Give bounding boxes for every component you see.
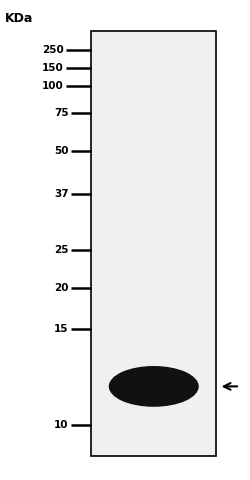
Text: 75: 75 <box>54 108 69 118</box>
Text: 25: 25 <box>54 245 69 254</box>
Text: 15: 15 <box>54 324 69 334</box>
Text: 20: 20 <box>54 283 69 293</box>
Text: 100: 100 <box>42 82 64 91</box>
Ellipse shape <box>109 366 199 407</box>
Text: KDa: KDa <box>5 12 34 25</box>
Text: 150: 150 <box>42 63 64 73</box>
Text: 10: 10 <box>54 420 69 430</box>
Text: 37: 37 <box>54 190 69 199</box>
Text: 50: 50 <box>54 146 69 156</box>
Bar <box>91 31 216 456</box>
Text: 250: 250 <box>42 46 64 55</box>
